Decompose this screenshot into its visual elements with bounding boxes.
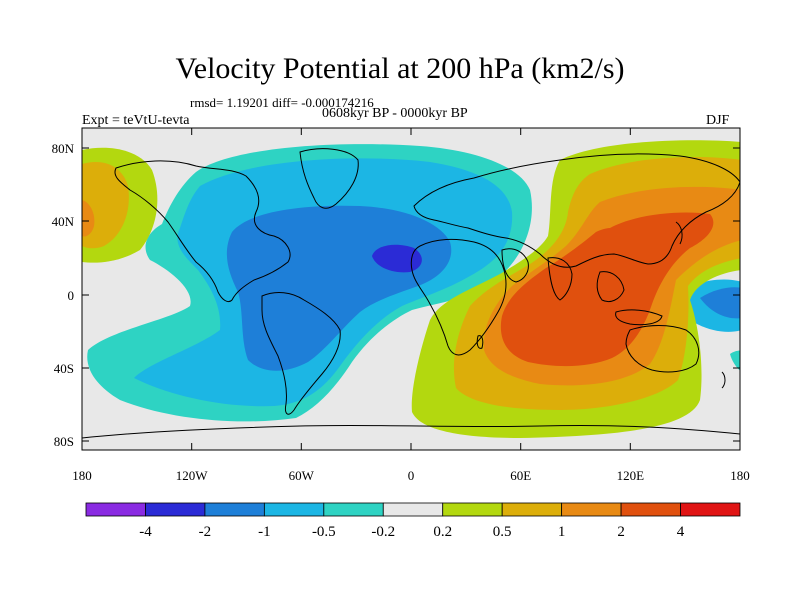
colorbar-box-2 (204, 502, 265, 517)
colorbar-label-1: -2 (199, 524, 212, 540)
contour-fill-layer (82, 128, 740, 450)
contour-neg-1-east-pacific-core (700, 287, 740, 319)
map-title: Velocity Potential at 200 hPa (km2/s) (175, 52, 625, 85)
colorbar-box-3 (263, 502, 325, 517)
period-label: 0608kyr BP - 0000kyr BP (322, 106, 468, 121)
coastlines (82, 148, 740, 439)
experiment-label: Expt = teVtU-tevta (82, 113, 190, 128)
colorbar-label-4: -0.2 (371, 524, 395, 540)
lon-ticks (81, 128, 741, 450)
lon-label-120e: 120E (617, 468, 645, 483)
lon-label-180w: 180 (72, 468, 92, 483)
colorbar-label-8: 2 (617, 524, 625, 540)
colorbar-box-1 (145, 502, 206, 517)
colorbar (85, 502, 741, 517)
lon-labels: 180 120W 60W 0 60E 120E 180 (72, 468, 750, 483)
colorbar-label-6: 0.5 (493, 524, 512, 540)
colorbar-label-2: -1 (258, 524, 271, 540)
contour-pos-2 (500, 212, 714, 367)
colorbar-box-5 (382, 502, 444, 517)
lat-labels: 80N 40N 0 40S 80S (52, 141, 75, 449)
season-label: DJF (706, 113, 730, 128)
colorbar-label-9: 4 (677, 524, 685, 540)
colorbar-box-4 (323, 502, 384, 517)
contour-pos-1-west (82, 200, 95, 237)
colorbar-box-8 (561, 502, 622, 517)
lat-label-80n: 80N (52, 141, 75, 156)
lat-label-40n: 40N (52, 214, 75, 229)
rmsd-diff-text: rmsd= 1.19201 diff= -0.000174216 (190, 95, 374, 110)
colorbar-box-9 (620, 502, 681, 517)
lon-label-0: 0 (408, 468, 415, 483)
contour-neg-0-2-southeast (730, 350, 740, 371)
colorbar-label-0: -4 (139, 524, 152, 540)
lat-label-80s: 80S (54, 434, 74, 449)
lat-label-40s: 40S (54, 361, 74, 376)
contour-neg-2 (372, 244, 422, 273)
colorbar-box-7 (501, 502, 563, 517)
lon-label-60e: 60E (510, 468, 531, 483)
colorbar-label-3: -0.5 (312, 524, 336, 540)
colorbar-label-5: 0.2 (433, 524, 452, 540)
colorbar-box-6 (442, 502, 503, 517)
lat-ticks (82, 147, 740, 442)
lat-label-0: 0 (68, 288, 75, 303)
colorbar-labels: -4 -2 -1 -0.5 -0.2 0.2 0.5 1 2 4 (139, 524, 685, 540)
colorbar-label-7: 1 (558, 524, 566, 540)
lon-label-60w: 60W (289, 468, 315, 483)
lon-label-120w: 120W (176, 468, 209, 483)
colorbar-box-10 (680, 502, 741, 517)
colorbar-box-0 (85, 502, 146, 517)
lon-label-180e: 180 (730, 468, 750, 483)
